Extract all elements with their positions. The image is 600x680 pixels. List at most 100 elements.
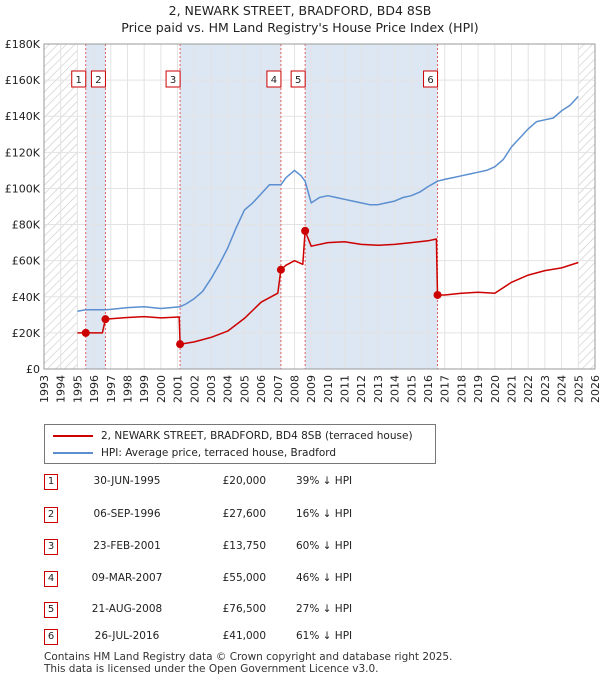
y-tick-label: £80K bbox=[12, 219, 41, 232]
sale-number-box bbox=[290, 70, 306, 88]
x-tick-label: 2020 bbox=[489, 375, 502, 403]
plot-border bbox=[43, 43, 596, 370]
x-tick-label: 2009 bbox=[305, 375, 318, 403]
sale-hpi-diff: 46% ↓ HPI bbox=[296, 572, 353, 584]
sale-price: £41,000 bbox=[222, 630, 266, 642]
sale-date: 21-AUG-2008 bbox=[91, 603, 163, 615]
footer-copyright: Contains HM Land Registry data © Crown c… bbox=[44, 651, 453, 663]
sale-number-label: 2 bbox=[95, 75, 101, 86]
y-tick-label: £20K bbox=[12, 327, 41, 340]
x-tick-label: 2007 bbox=[272, 375, 285, 403]
x-tick-label: 2025 bbox=[572, 375, 585, 403]
x-tick-label: 1996 bbox=[88, 375, 101, 403]
x-tick-label: 2018 bbox=[455, 375, 468, 403]
sale-date: 23-FEB-2001 bbox=[93, 540, 161, 552]
sale-row: 5 21-AUG-2008 £76,500 27% ↓ HPI bbox=[0, 600, 600, 622]
ownership-shade bbox=[85, 44, 106, 369]
sale-price: £27,600 bbox=[222, 508, 266, 520]
chart-subtitle: Price paid vs. HM Land Registry's House … bbox=[121, 20, 479, 35]
sale-hpi-diff: 60% ↓ HPI bbox=[296, 540, 353, 552]
sale-point bbox=[176, 340, 185, 349]
sale-marker-label: 2 bbox=[44, 507, 58, 523]
x-tick-label: 2010 bbox=[322, 375, 335, 403]
x-tick-label: 2026 bbox=[589, 375, 600, 403]
x-tick-label: 2011 bbox=[339, 375, 352, 403]
y-tick-label: £100K bbox=[5, 182, 41, 195]
sale-row: 2 06-SEP-1996 £27,600 16% ↓ HPI bbox=[0, 505, 600, 527]
sale-date: 06-SEP-1996 bbox=[93, 508, 161, 520]
x-tick-label: 1997 bbox=[105, 375, 118, 403]
x-tick-label: 2001 bbox=[172, 375, 185, 403]
y-tick-label: £60K bbox=[12, 255, 41, 268]
sale-number-box bbox=[423, 70, 439, 88]
legend-property-swatch bbox=[53, 435, 93, 437]
x-tick-label: 2012 bbox=[355, 375, 368, 403]
x-tick-label: 2022 bbox=[522, 375, 535, 403]
y-tick-label: £120K bbox=[5, 146, 41, 159]
sale-row: 3 23-FEB-2001 £13,750 60% ↓ HPI bbox=[0, 537, 600, 559]
y-tick-label: £160K bbox=[5, 74, 41, 87]
sale-number-label: 6 bbox=[427, 75, 433, 86]
sale-number-box bbox=[71, 70, 87, 88]
x-tick-label: 1993 bbox=[38, 375, 51, 403]
x-tick-label: 2021 bbox=[506, 375, 519, 403]
sale-hpi-diff: 27% ↓ HPI bbox=[296, 603, 353, 615]
x-tick-label: 2003 bbox=[205, 375, 218, 403]
sale-price: £76,500 bbox=[222, 603, 266, 615]
sale-price: £20,000 bbox=[222, 475, 266, 487]
legend-item-property: 2, NEWARK STREET, BRADFORD, BD4 8SB (ter… bbox=[53, 428, 413, 444]
legend-hpi-swatch bbox=[53, 452, 93, 454]
sale-number-label: 4 bbox=[271, 75, 277, 86]
y-tick-label: £0 bbox=[26, 363, 40, 376]
x-tick-label: 1995 bbox=[71, 375, 84, 403]
hatched-region bbox=[578, 44, 595, 369]
x-tick-label: 2005 bbox=[238, 375, 251, 403]
footer-licence: This data is licensed under the Open Gov… bbox=[44, 663, 379, 675]
chart-title: 2, NEWARK STREET, BRADFORD, BD4 8SB bbox=[168, 3, 432, 18]
x-tick-label: 2000 bbox=[155, 375, 168, 403]
sale-number-box bbox=[90, 70, 106, 88]
y-tick-label: £140K bbox=[5, 110, 41, 123]
sale-point bbox=[276, 265, 285, 274]
legend-item-hpi: HPI: Average price, terraced house, Brad… bbox=[53, 445, 336, 461]
sale-number-label: 1 bbox=[76, 75, 82, 86]
hpi-line bbox=[77, 95, 579, 312]
legend-hpi-label: HPI: Average price, terraced house, Brad… bbox=[101, 447, 337, 459]
sale-date: 26-JUL-2016 bbox=[94, 630, 160, 642]
sale-marker-label: 4 bbox=[44, 571, 58, 587]
x-tick-label: 2013 bbox=[372, 375, 385, 403]
x-tick-label: 2023 bbox=[539, 375, 552, 403]
x-tick-label: 2017 bbox=[439, 375, 452, 403]
x-tick-label: 2004 bbox=[222, 375, 235, 403]
y-tick-label: £40K bbox=[12, 291, 41, 304]
sale-row: 6 26-JUL-2016 £41,000 61% ↓ HPI bbox=[0, 627, 600, 649]
x-tick-label: 2008 bbox=[288, 375, 301, 403]
x-tick-label: 1998 bbox=[121, 375, 134, 403]
sale-hpi-diff: 16% ↓ HPI bbox=[296, 508, 353, 520]
y-tick-label: £180K bbox=[5, 38, 41, 51]
sale-point bbox=[301, 226, 310, 235]
x-tick-label: 2002 bbox=[188, 375, 201, 403]
sale-number-box bbox=[165, 70, 181, 88]
legend: 2, NEWARK STREET, BRADFORD, BD4 8SB (ter… bbox=[44, 424, 436, 464]
sale-hpi-diff: 39% ↓ HPI bbox=[296, 475, 353, 487]
sale-row: 1 30-JUN-1995 £20,000 39% ↓ HPI bbox=[0, 472, 600, 494]
sale-point bbox=[433, 290, 442, 299]
ownership-shade bbox=[305, 44, 438, 369]
sale-marker-label: 3 bbox=[44, 539, 58, 555]
sale-marker-label: 1 bbox=[44, 474, 58, 490]
x-tick-label: 2014 bbox=[389, 375, 402, 403]
sale-number-box bbox=[266, 70, 282, 88]
sale-price: £13,750 bbox=[222, 540, 266, 552]
sale-date: 09-MAR-2007 bbox=[91, 572, 163, 584]
x-tick-label: 2016 bbox=[422, 375, 435, 403]
x-tick-label: 2015 bbox=[405, 375, 418, 403]
ownership-shade bbox=[180, 44, 281, 369]
sale-number-label: 3 bbox=[170, 75, 176, 86]
x-tick-label: 2019 bbox=[472, 375, 485, 403]
x-tick-label: 1999 bbox=[138, 375, 151, 403]
sale-marker-label: 5 bbox=[44, 602, 58, 618]
x-tick-label: 1994 bbox=[55, 375, 68, 403]
sale-row: 4 09-MAR-2007 £55,000 46% ↓ HPI bbox=[0, 569, 600, 591]
property-price-line bbox=[77, 230, 579, 345]
